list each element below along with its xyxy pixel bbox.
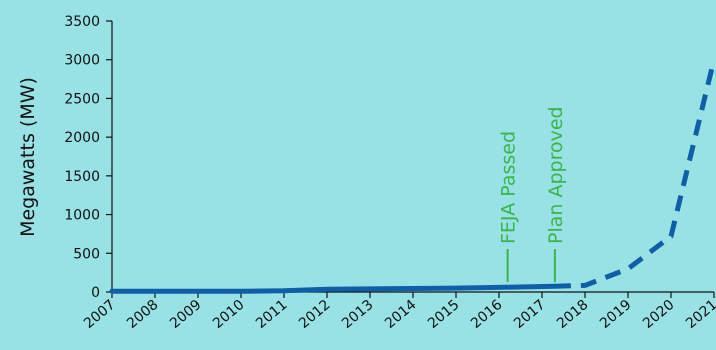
annotation-layer: FEJA Passed Plan Approved <box>498 106 567 282</box>
x-tick-label: 2010 <box>210 297 248 332</box>
x-tick-label: 2011 <box>253 297 291 332</box>
axes <box>111 21 714 293</box>
x-tick-label: 2019 <box>597 297 635 332</box>
x-tick-label: 2007 <box>81 297 119 332</box>
y-tick-label: 1000 <box>64 208 100 224</box>
x-tick-label: 2012 <box>296 297 334 332</box>
y-tick-label: 500 <box>73 246 100 262</box>
actual-series-line <box>109 283 558 294</box>
x-tick-label: 2014 <box>382 297 420 332</box>
x-tick-label: 2018 <box>554 297 592 332</box>
x-tick-label: 2015 <box>425 297 463 332</box>
x-tick-label: 2009 <box>167 297 205 332</box>
y-tick-label: 2500 <box>64 91 100 107</box>
tick-layer: 0 500 1000 1500 2000 2500 3000 3500 2007 2008 2009… <box>64 14 716 332</box>
x-tick-label: 2020 <box>640 297 678 332</box>
annotation-label: Plan Approved <box>545 106 567 244</box>
x-tick-label: 2008 <box>124 297 162 332</box>
annotation-label: FEJA Passed <box>498 131 520 244</box>
y-tick-label: 0 <box>91 285 100 301</box>
x-tick-label: 2021 <box>683 297 716 332</box>
y-tick-label: 3000 <box>64 53 100 69</box>
x-tick-label: 2013 <box>339 297 377 332</box>
y-tick-label: 2000 <box>64 130 100 146</box>
y-axis-title: Megawatts (MW) <box>17 77 39 237</box>
series-layer <box>109 59 716 294</box>
y-tick-label: 1500 <box>64 169 100 185</box>
projected-series-line <box>554 59 716 289</box>
y-tick-label: 3500 <box>64 14 100 30</box>
x-tick-label: 2017 <box>511 297 549 332</box>
x-tick-label: 2016 <box>468 297 506 332</box>
